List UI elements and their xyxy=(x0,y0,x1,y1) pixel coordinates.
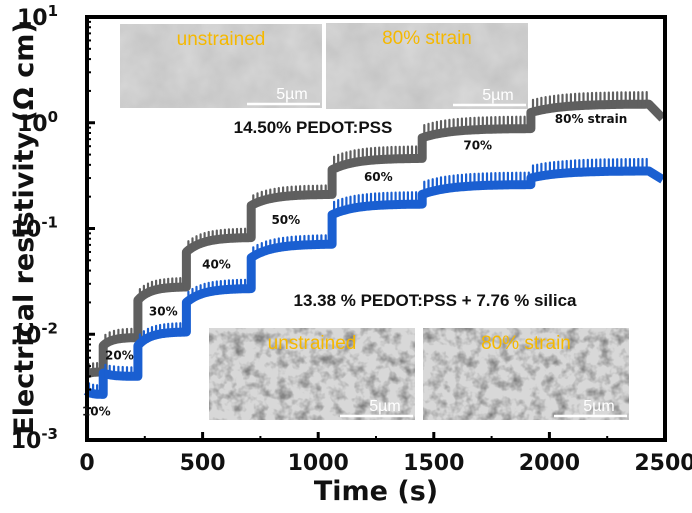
strain-label: 30% xyxy=(149,305,178,319)
inset-image-texture xyxy=(120,24,322,108)
oscillation-peaks xyxy=(252,184,331,209)
inset-image-texture xyxy=(209,328,415,420)
strain-label: 50% xyxy=(271,213,300,227)
inset-caption: 80% strain xyxy=(481,333,571,354)
y-tick-label: 10-2 xyxy=(11,319,58,348)
oscillation-peaks xyxy=(138,276,186,303)
oscillation-peaks xyxy=(104,327,137,348)
y-tick-labels: 10-3 10-2 10-1 100 101 xyxy=(11,2,58,454)
series-label: 13.38 % PEDOT:PSS + 7.76 % silica xyxy=(293,291,577,310)
x-axis-title: Time (s) xyxy=(314,476,438,507)
oscillation-peaks xyxy=(333,191,422,218)
x-tick-label: 2000 xyxy=(519,451,580,476)
y-tick-label: 100 xyxy=(17,108,58,137)
y-tick-label: 10-1 xyxy=(11,214,58,243)
series-pedot-pss-silica xyxy=(82,157,666,399)
oscillation-peaks xyxy=(531,91,648,116)
x-tick-labels: 0 500 1000 1500 2000 2500 xyxy=(79,451,692,476)
x-tick-label: 500 xyxy=(180,451,226,476)
oscillation-peaks xyxy=(423,171,530,198)
series-pedot-pss xyxy=(82,91,666,379)
scale-bar-label: 5µm xyxy=(276,86,307,103)
inset-caption: unstrained xyxy=(268,333,357,354)
oscillation-peaks xyxy=(531,157,648,182)
scale-bar-label: 5µm xyxy=(369,398,400,415)
oscillation-peaks xyxy=(252,234,331,261)
strain-label: 60% xyxy=(364,170,393,184)
strain-label: 40% xyxy=(202,257,231,271)
strain-label: 10% xyxy=(82,405,111,419)
series-layer xyxy=(82,91,666,399)
oscillation-peaks xyxy=(333,145,422,173)
scale-bar-label: 5µm xyxy=(482,87,513,104)
oscillation-peaks xyxy=(187,227,251,255)
x-tick-label: 2500 xyxy=(634,451,692,476)
oscillation-peaks xyxy=(187,278,251,305)
series-labels: 14.50% PEDOT:PSS 13.38 % PEDOT:PSS + 7.76… xyxy=(234,118,577,310)
strain-annotations: 10% 20% 30% 40% 50% 60% 70% 80% strain xyxy=(82,112,627,419)
axis-ticks xyxy=(85,15,667,442)
y-axis-title: Electrical resistivity (Ω cm) xyxy=(9,21,40,435)
tem-inset-top-unstrained: unstrained 5µm xyxy=(120,24,322,108)
y-tick-label: 101 xyxy=(17,2,58,31)
scale-bar-label: 5µm xyxy=(583,398,614,415)
inset-caption: unstrained xyxy=(177,29,266,50)
strain-label: 80% strain xyxy=(555,112,627,126)
tem-inset-bottom-strained: 80% strain 5µm xyxy=(423,328,629,420)
inset-image-texture xyxy=(423,328,629,420)
x-tick-label: 0 xyxy=(79,451,94,476)
oscillation-peaks xyxy=(104,363,137,381)
x-tick-label: 1000 xyxy=(288,451,349,476)
oscillation-peaks xyxy=(423,115,530,142)
tem-inset-top-strained: 80% strain 5µm xyxy=(326,23,528,109)
strain-label: 20% xyxy=(105,348,134,362)
tem-inset-bottom-unstrained: unstrained 5µm xyxy=(209,328,415,420)
inset-image-texture xyxy=(326,23,528,109)
series-label: 14.50% PEDOT:PSS xyxy=(234,118,393,137)
strain-label: 70% xyxy=(463,138,492,152)
x-tick-label: 1500 xyxy=(403,451,464,476)
y-tick-label: 10-3 xyxy=(11,425,58,454)
inset-caption: 80% strain xyxy=(382,28,472,49)
oscillation-peaks xyxy=(138,322,186,348)
